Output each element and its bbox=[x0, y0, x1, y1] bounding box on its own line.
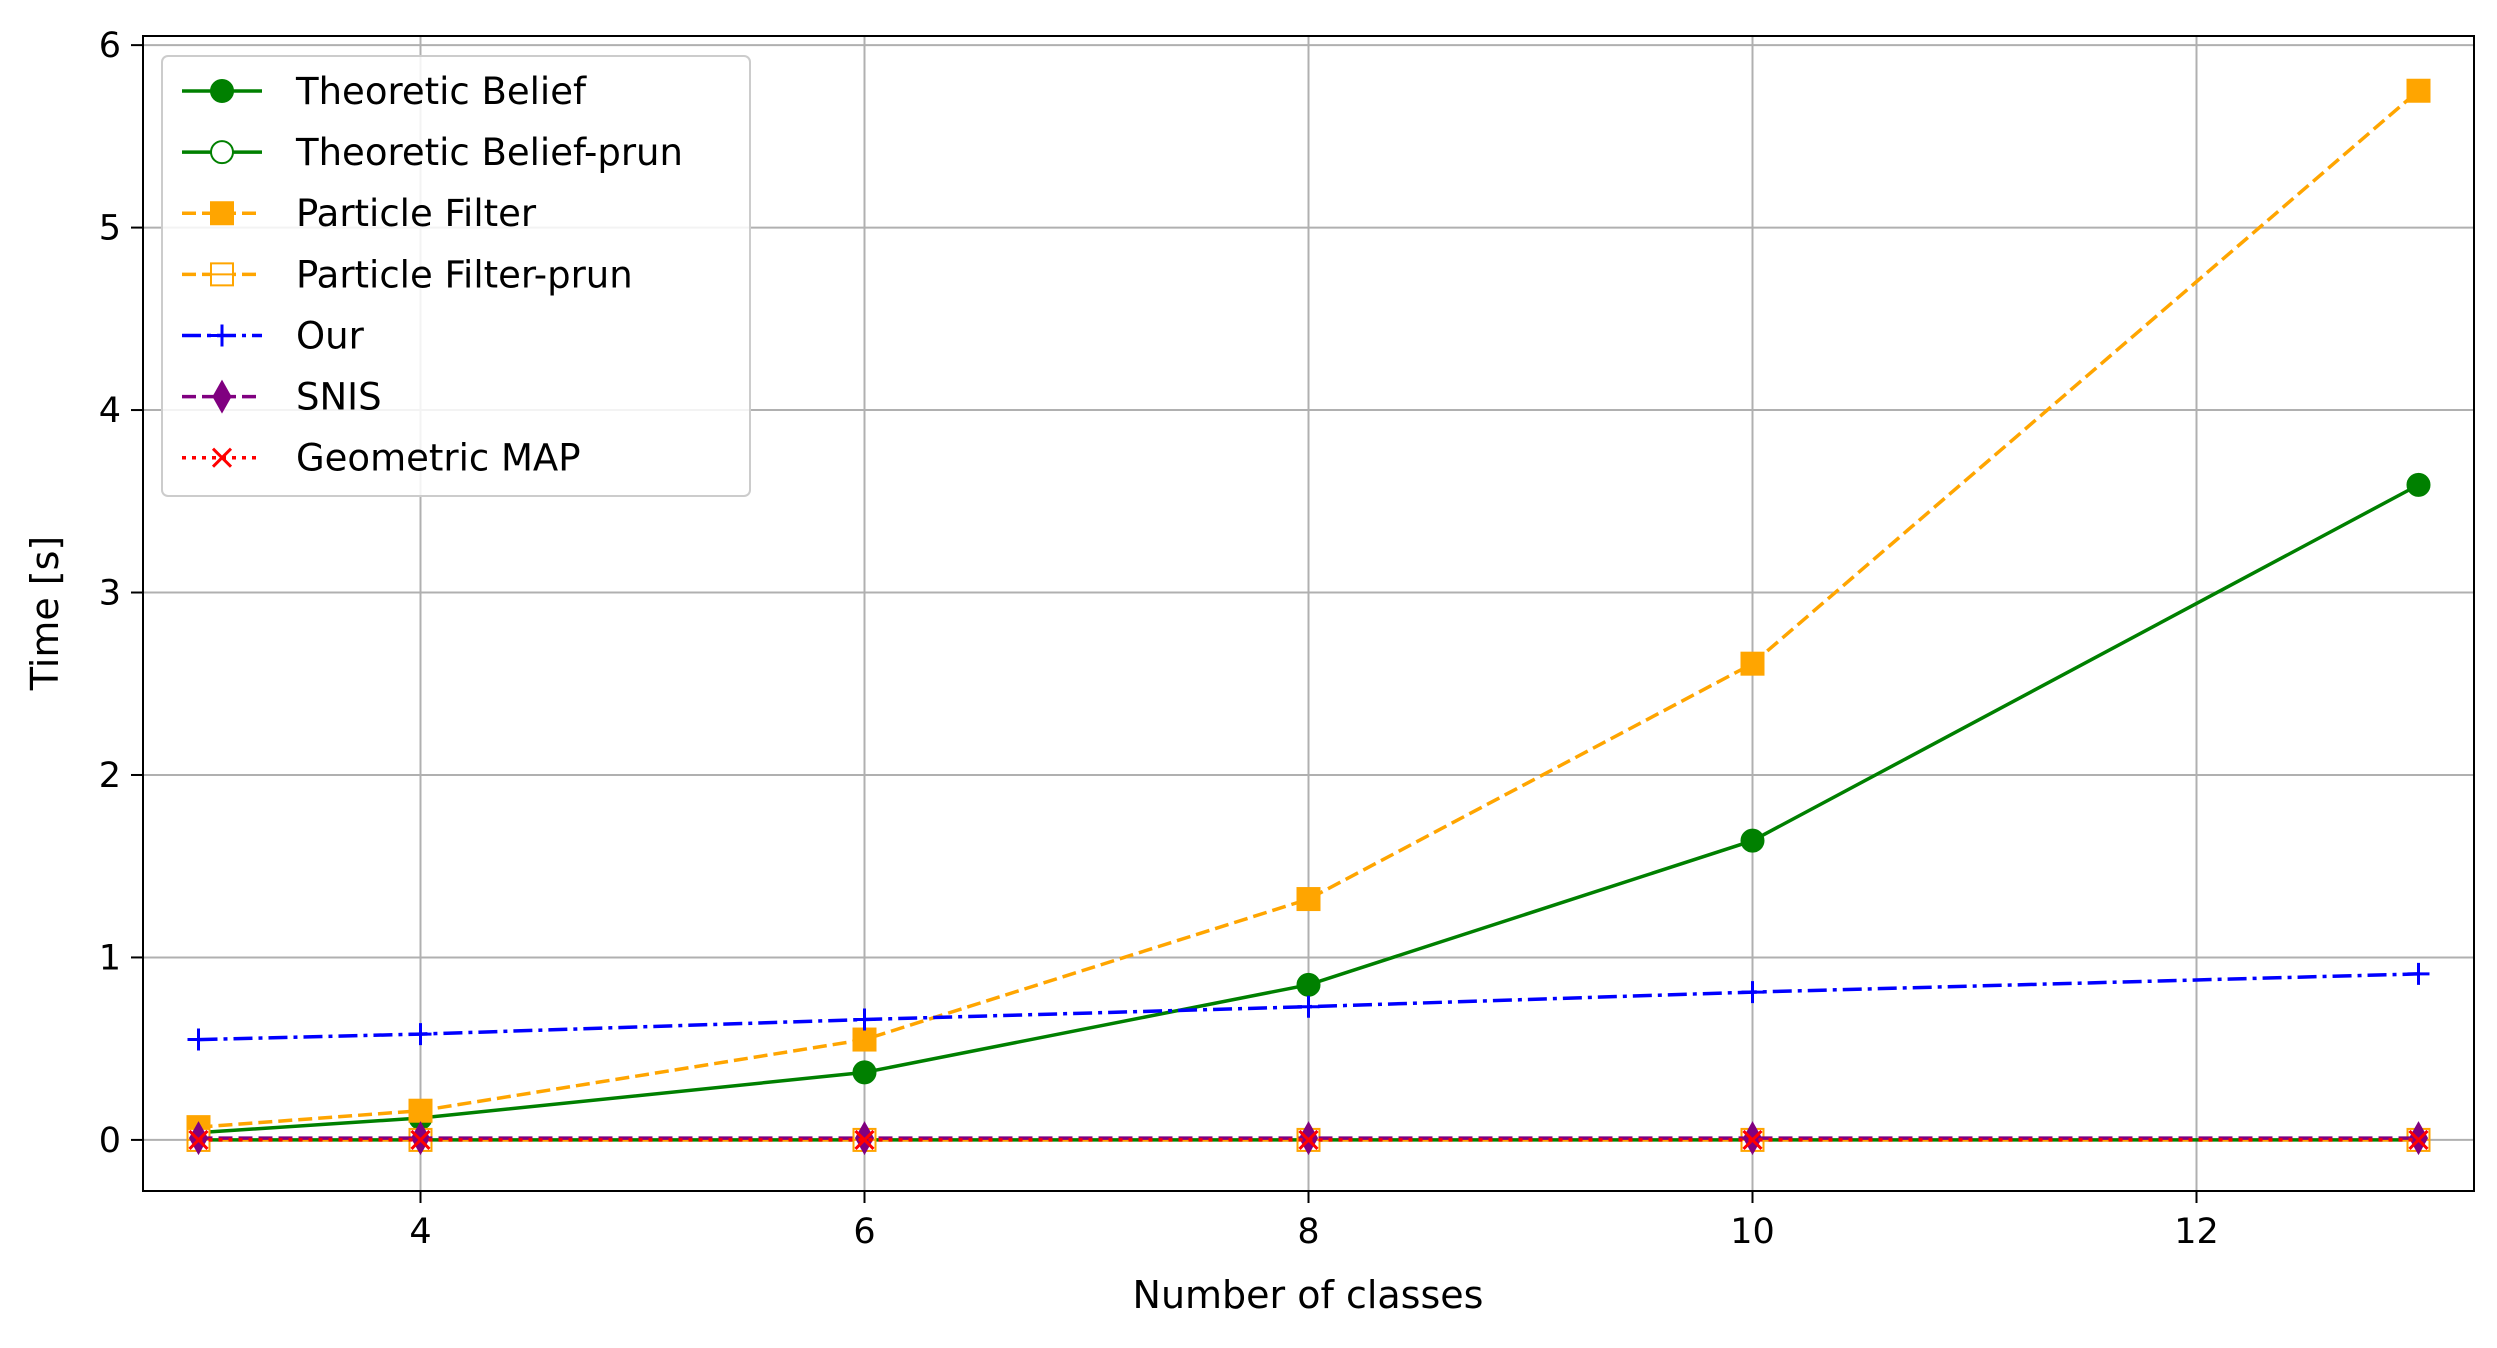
y-tick-label: 5 bbox=[99, 209, 121, 249]
data-point-square bbox=[1296, 887, 1321, 912]
legend-entry: Particle Filter bbox=[182, 192, 537, 235]
legend-entry: Particle Filter-prun bbox=[182, 253, 633, 296]
data-point-plus bbox=[1741, 981, 1764, 1004]
legend-label: Theoretic Belief bbox=[295, 70, 587, 113]
y-tick-label: 1 bbox=[99, 938, 121, 978]
legend-entry: Geometric MAP bbox=[182, 437, 581, 480]
legend-label: Geometric MAP bbox=[296, 437, 581, 480]
data-point-x bbox=[211, 447, 233, 468]
series-geometric-map bbox=[188, 1129, 2429, 1150]
legend-label: Particle Filter bbox=[296, 192, 537, 235]
x-tick-label: 8 bbox=[1297, 1212, 1319, 1252]
data-point-circle bbox=[2406, 472, 2431, 497]
legend-entry: Theoretic Belief-prun bbox=[182, 131, 683, 174]
legend-entry: Our bbox=[182, 314, 365, 357]
data-point-plus bbox=[853, 1008, 876, 1031]
data-point-circle bbox=[1296, 972, 1321, 997]
x-axis-label: Number of classes bbox=[1133, 1273, 1484, 1317]
data-point-plus bbox=[211, 324, 233, 347]
legend-label: SNIS bbox=[296, 376, 382, 419]
y-tick-label: 4 bbox=[99, 391, 121, 431]
x-tick-label: 12 bbox=[2174, 1212, 2219, 1252]
series-layer bbox=[186, 78, 2431, 1156]
data-point-plus bbox=[2407, 962, 2430, 985]
data-point-x bbox=[188, 1129, 209, 1150]
data-point-square bbox=[408, 1098, 433, 1123]
data-point-diamond bbox=[212, 379, 232, 414]
grid-lines bbox=[143, 36, 2474, 1191]
series-line bbox=[198, 483, 2420, 1135]
data-point-square bbox=[852, 1027, 877, 1052]
data-point-x bbox=[854, 1129, 875, 1150]
data-point-square bbox=[2406, 78, 2431, 103]
data-point-plus bbox=[187, 1028, 210, 1051]
data-point-x bbox=[1742, 1129, 1763, 1150]
y-axis-label: Time [s] bbox=[23, 536, 67, 692]
data-point-circle bbox=[852, 1060, 877, 1085]
y-axis-ticks: 0 1 2 3 4 5 6 bbox=[99, 26, 143, 1161]
legend-label: Theoretic Belief-prun bbox=[295, 131, 683, 174]
legend-label: Our bbox=[296, 314, 365, 357]
y-tick-label: 3 bbox=[99, 574, 121, 614]
x-tick-label: 4 bbox=[409, 1212, 431, 1252]
x-axis-ticks: 4 6 8 10 12 bbox=[409, 1191, 2219, 1252]
legend: Theoretic Belief Theoretic Belief-prun Par… bbox=[161, 55, 751, 497]
data-point-plus bbox=[1297, 995, 1320, 1018]
series-line bbox=[198, 972, 2419, 1042]
legend-box bbox=[161, 55, 751, 497]
y-tick-label: 2 bbox=[99, 756, 121, 796]
series-our bbox=[187, 962, 2430, 1051]
data-point-x bbox=[410, 1129, 431, 1150]
data-point-circle bbox=[210, 140, 234, 165]
legend-label: Particle Filter-prun bbox=[296, 253, 633, 296]
data-point-circle bbox=[1740, 828, 1765, 853]
series-line bbox=[198, 89, 2420, 1129]
legend-entry: SNIS bbox=[182, 376, 382, 419]
x-tick-label: 10 bbox=[1730, 1212, 1775, 1252]
data-point-x bbox=[2408, 1129, 2429, 1150]
data-point-square bbox=[210, 201, 234, 226]
y-tick-label: 0 bbox=[99, 1121, 121, 1161]
data-point-square bbox=[1740, 651, 1765, 676]
legend-entry: Theoretic Belief bbox=[182, 70, 587, 113]
x-tick-label: 6 bbox=[853, 1212, 875, 1252]
data-point-x bbox=[1298, 1129, 1319, 1150]
data-point-plus bbox=[409, 1023, 432, 1046]
data-point-circle bbox=[210, 79, 234, 103]
series-particle-filter bbox=[186, 78, 2431, 1140]
y-tick-label: 6 bbox=[99, 26, 121, 66]
